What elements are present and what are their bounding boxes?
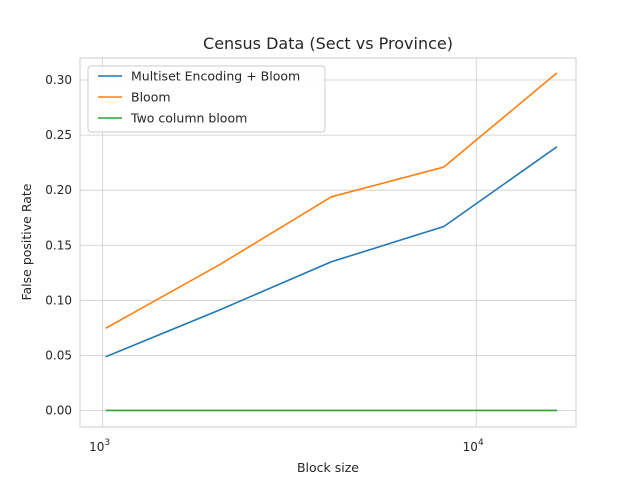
legend-label-2: Two column bloom bbox=[130, 111, 247, 126]
y-tick-label: 0.00 bbox=[45, 403, 72, 417]
legend: Multiset Encoding + Bloom Bloom Two column… bbox=[87, 65, 326, 133]
x-tick-exponent: 3 bbox=[104, 438, 110, 448]
series-lines bbox=[105, 72, 558, 412]
series-line-1 bbox=[105, 72, 558, 329]
x-tick-label: 104 bbox=[463, 438, 484, 454]
y-tick-label: 0.10 bbox=[45, 293, 72, 307]
x-tick-exponent: 4 bbox=[478, 438, 484, 448]
plot-frame bbox=[79, 57, 577, 428]
x-tick-label: 103 bbox=[89, 438, 110, 454]
y-tick-label: 0.20 bbox=[45, 183, 72, 197]
legend-box bbox=[87, 65, 326, 133]
y-tick-label: 0.05 bbox=[45, 348, 72, 362]
y-tick-label: 0.15 bbox=[45, 238, 72, 252]
axis-ticks: 0.00 0.05 0.10 0.15 0.20 0.25 0.30 103 104 bbox=[45, 73, 484, 454]
legend-label-0: Multiset Encoding + Bloom bbox=[131, 69, 300, 84]
y-tick-label: 0.30 bbox=[45, 73, 72, 87]
legend-label-1: Bloom bbox=[131, 90, 171, 105]
x-axis-label: Block size bbox=[297, 460, 359, 475]
y-axis-label: False positive Rate bbox=[19, 183, 34, 300]
y-tick-label: 0.25 bbox=[45, 128, 72, 142]
series-line-0 bbox=[105, 146, 558, 358]
chart-title: Census Data (Sect vs Province) bbox=[203, 34, 453, 53]
